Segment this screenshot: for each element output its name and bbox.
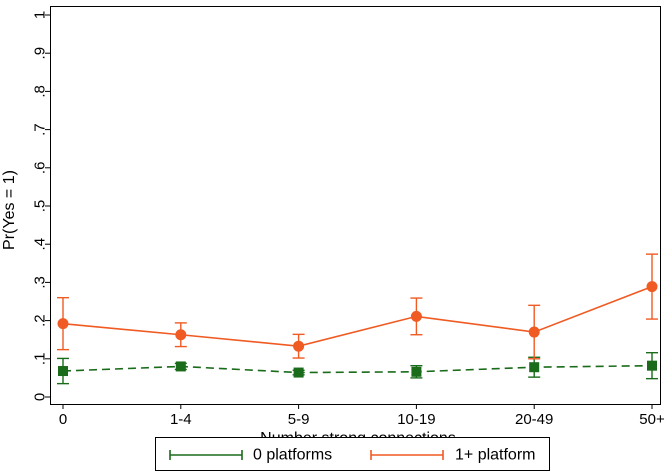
y-tick-label: .8 bbox=[32, 85, 49, 98]
plot-area bbox=[57, 253, 658, 385]
series-zero-platforms bbox=[57, 351, 658, 385]
data-point bbox=[58, 366, 68, 377]
data-point bbox=[646, 281, 658, 293]
y-axis: 0 .1 .2 .3 .4 .5 .6 .7 .8 .9 1 bbox=[32, 11, 50, 401]
legend: 0 platforms 1+ platform bbox=[155, 437, 550, 471]
data-point bbox=[528, 326, 540, 338]
y-tick-label: 1 bbox=[32, 11, 49, 19]
data-point bbox=[57, 318, 69, 330]
x-tick-label: 10-19 bbox=[397, 411, 435, 428]
legend-box bbox=[155, 437, 550, 471]
data-point bbox=[411, 366, 422, 377]
data-point bbox=[529, 362, 540, 373]
data-point bbox=[293, 340, 305, 352]
x-tick-label: 0 bbox=[59, 411, 67, 428]
y-tick-label: 0 bbox=[32, 393, 49, 401]
y-tick-label: .3 bbox=[32, 276, 49, 289]
x-tick-label: 1-4 bbox=[170, 411, 192, 428]
data-point bbox=[647, 360, 657, 371]
y-tick-label: .5 bbox=[32, 200, 49, 213]
y-tick-label: .4 bbox=[32, 238, 49, 251]
legend-item: 0 platforms bbox=[169, 447, 332, 464]
data-point bbox=[410, 310, 422, 322]
x-tick-label: 50+ bbox=[639, 411, 665, 428]
data-point bbox=[175, 329, 187, 341]
legend-label: 1+ platform bbox=[455, 447, 535, 464]
data-point bbox=[175, 361, 186, 372]
legend-item: 1+ platform bbox=[370, 447, 535, 464]
y-axis-label: Pr(Yes = 1) bbox=[1, 170, 18, 250]
data-point bbox=[293, 367, 304, 378]
x-axis: 0 1-4 5-9 10-19 20-49 50+ bbox=[59, 404, 665, 428]
series-one-plus-platform bbox=[57, 253, 658, 360]
y-tick-label: .9 bbox=[32, 47, 49, 60]
legend-label: 0 platforms bbox=[253, 447, 332, 464]
plot-frame bbox=[50, 6, 661, 405]
y-tick-label: .1 bbox=[32, 353, 49, 366]
x-tick-label: 20-49 bbox=[515, 411, 553, 428]
series-line bbox=[62, 364, 653, 374]
series-line bbox=[62, 285, 653, 348]
y-tick-label: .7 bbox=[32, 123, 49, 136]
y-tick-label: .2 bbox=[32, 314, 49, 327]
x-tick-label: 5-9 bbox=[288, 411, 310, 428]
y-tick-label: .6 bbox=[32, 162, 49, 175]
